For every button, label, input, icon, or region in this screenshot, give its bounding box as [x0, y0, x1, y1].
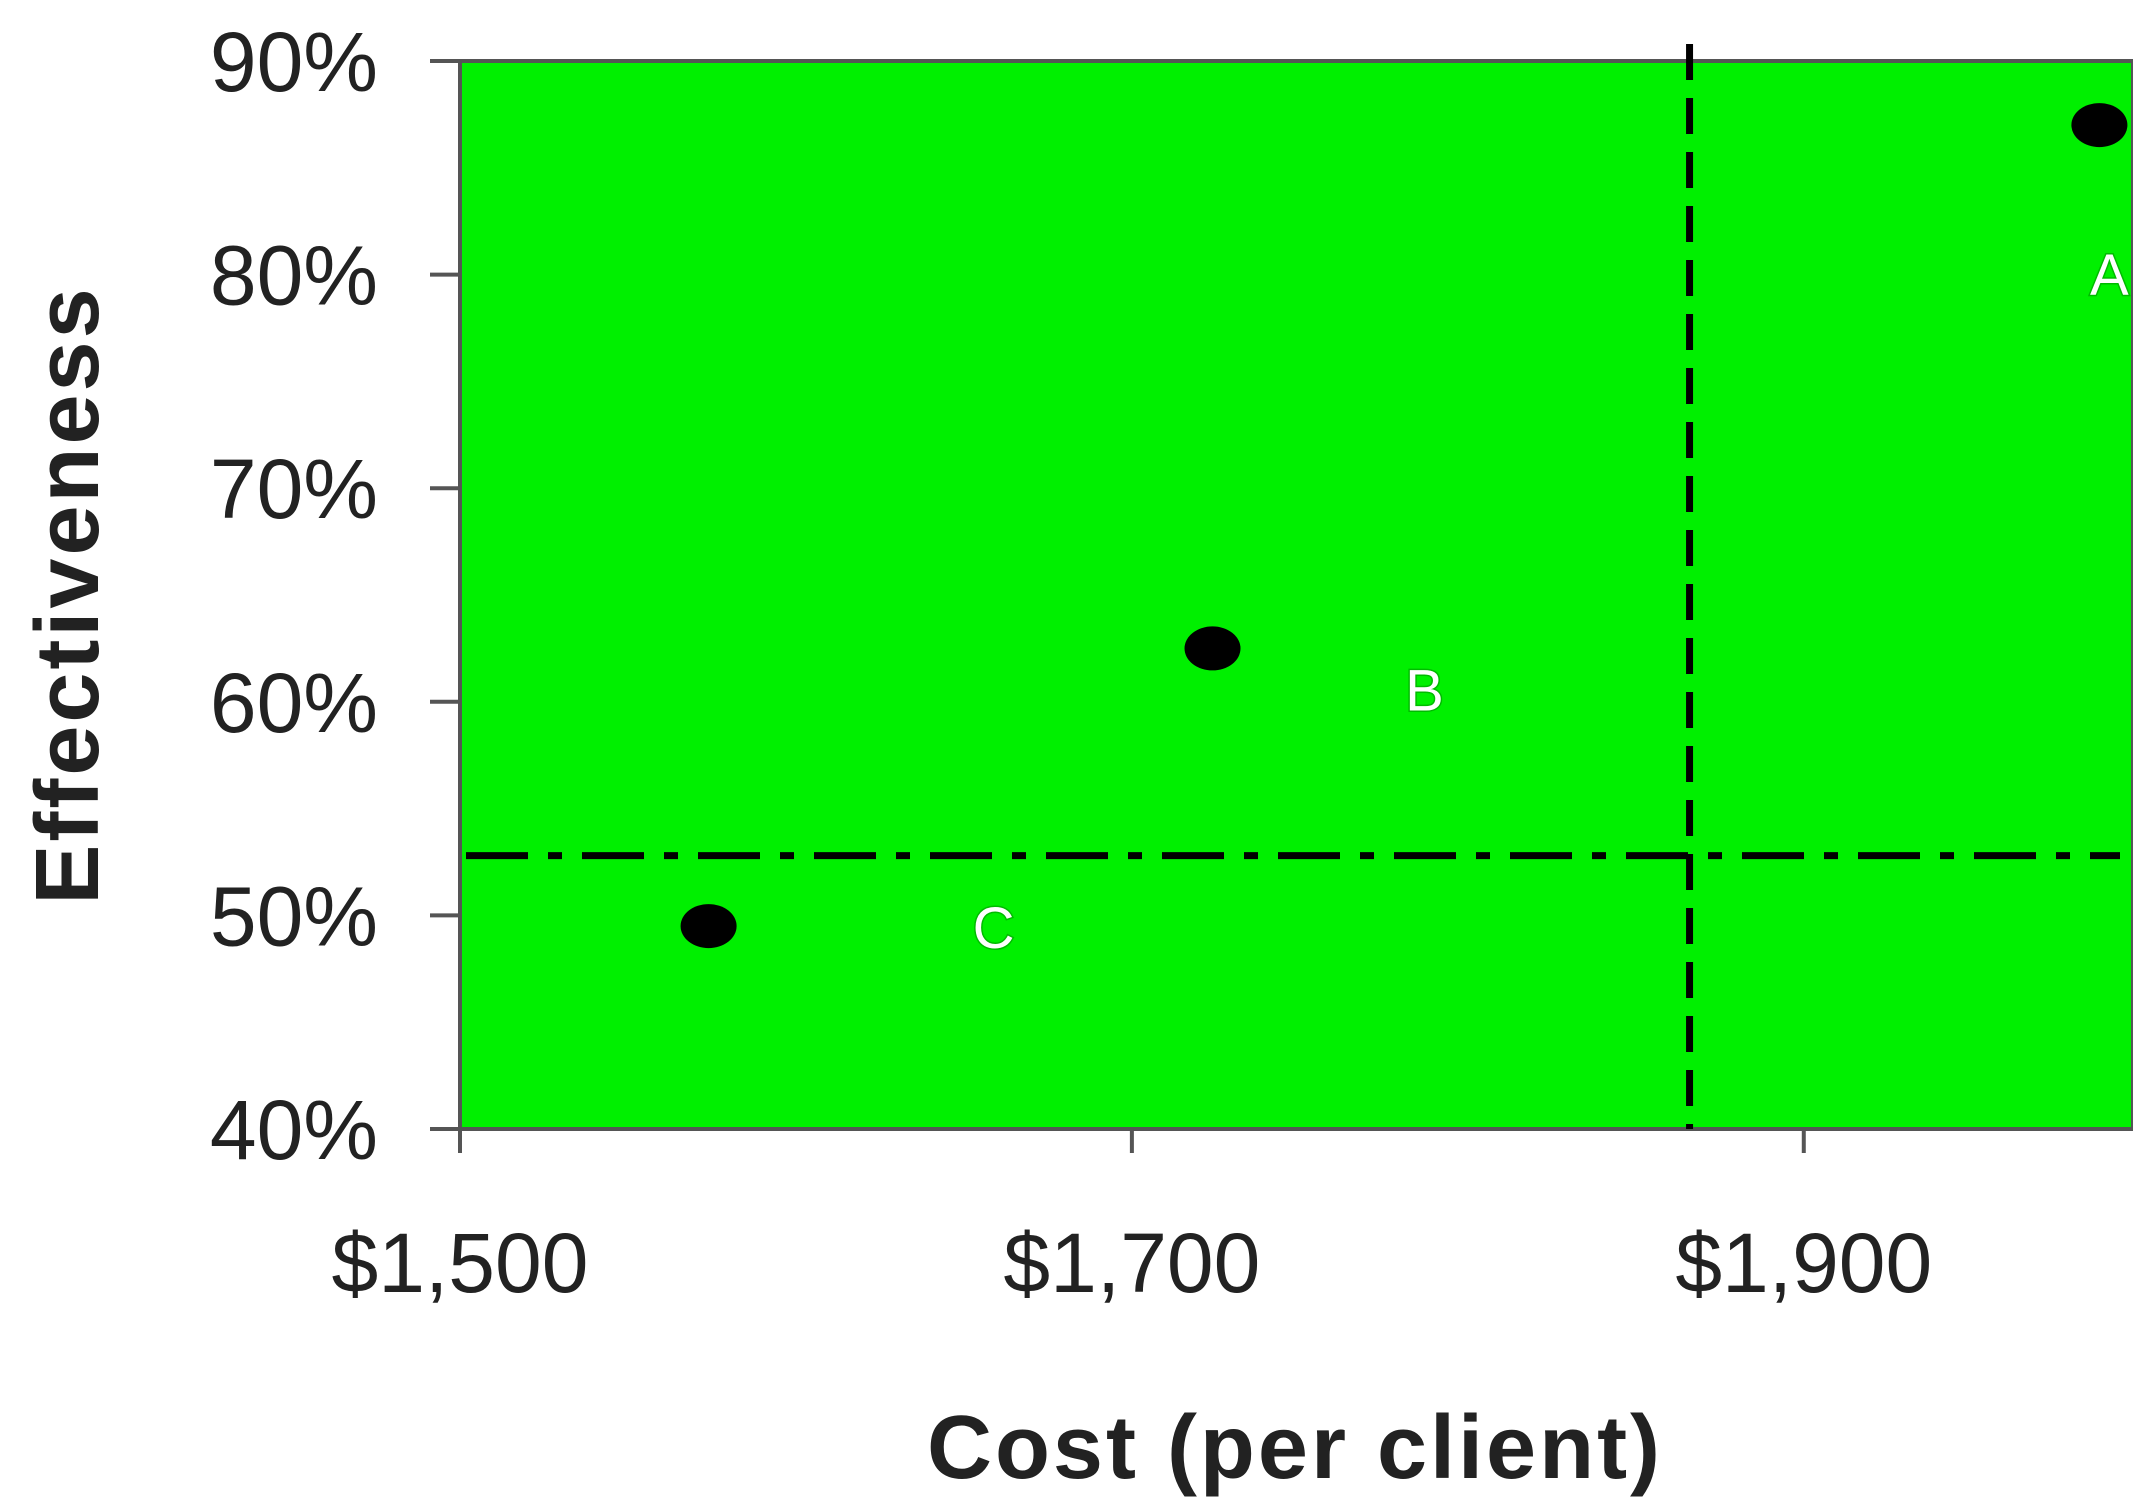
y-axis-title: Effectiveness [18, 285, 118, 904]
y-tick-label: 60% [210, 656, 378, 750]
x-tick-label: $1,700 [1003, 1216, 1260, 1310]
y-tick-label: 70% [210, 442, 378, 536]
x-axis-title: Cost (per client) [927, 1398, 1663, 1498]
data-point-label-a: A [2090, 243, 2129, 308]
data-point-a [2071, 103, 2128, 148]
data-point-b [1184, 626, 1241, 671]
y-tick-label: 40% [210, 1083, 378, 1177]
plot-area [458, 59, 2133, 1131]
y-tick-label: 50% [210, 869, 378, 963]
y-tick-label: 80% [210, 229, 378, 323]
x-tick-label: $1,500 [332, 1216, 589, 1310]
data-point-c [680, 904, 737, 949]
data-point-label-b: B [1405, 658, 1444, 723]
data-point-label-c: C [973, 896, 1015, 961]
y-tick-label: 90% [210, 15, 378, 109]
x-tick-label: $1,900 [1675, 1216, 1932, 1310]
